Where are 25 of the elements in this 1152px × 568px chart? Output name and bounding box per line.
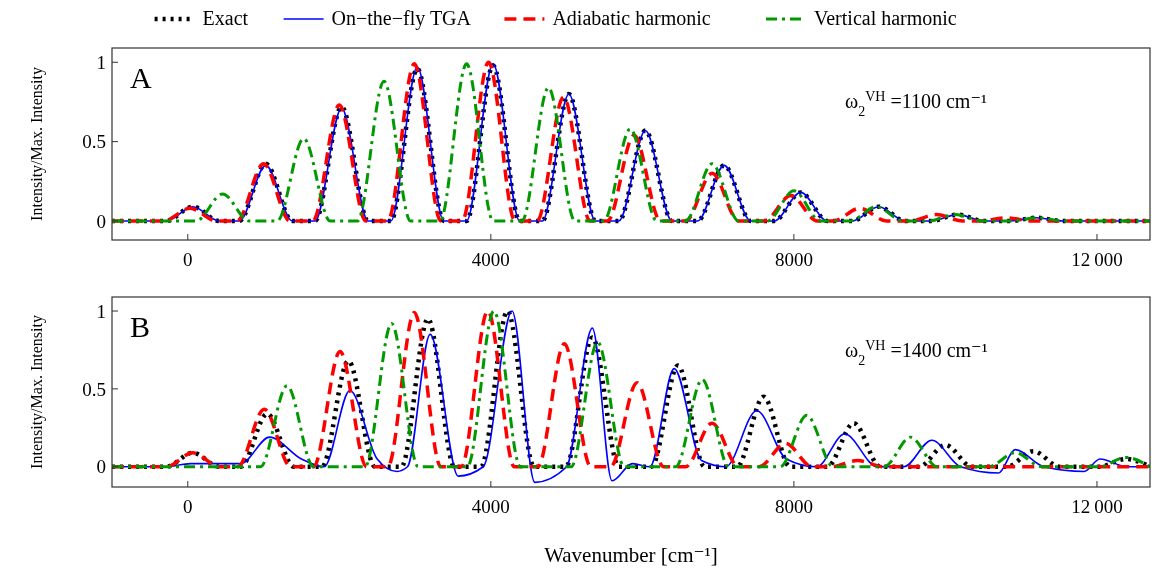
x-tick-label: 4000 [471, 496, 510, 517]
x-tick-label: 0 [183, 249, 193, 270]
y-tick-label: 0.5 [82, 131, 106, 153]
legend-label: On−the−fly TGA [331, 7, 472, 30]
y-tick-label: 0 [96, 456, 106, 478]
x-tick-label: 0 [183, 496, 193, 517]
annotation: ω$_{2}$$^{VH}$ =1100 cm⁻¹ [845, 88, 987, 119]
x-tick-label: 8000 [774, 496, 813, 517]
x-tick-label: 12 000 [1071, 249, 1123, 270]
legend-label: Exact [202, 7, 249, 29]
y-axis-title: Intensity/Max. Intensity [28, 315, 46, 469]
y-axis-title: Intensity/Max. Intensity [28, 67, 46, 221]
legend-label: Adiabatic harmonic [552, 7, 711, 29]
x-tick-label: 12 000 [1071, 496, 1123, 517]
annotation: ω$_{2}$$^{VH}$ =1400 cm⁻¹ [845, 337, 988, 368]
x-tick-label: 4000 [471, 249, 510, 270]
y-tick-label: 0 [96, 210, 106, 232]
x-tick-label: 8000 [774, 249, 813, 270]
chart-title: B [130, 310, 151, 343]
y-tick-label: 1 [96, 300, 106, 322]
x-axis-title: Wavenumber [cm⁻¹] [544, 543, 718, 567]
legend-label: Vertical harmonic [814, 7, 957, 29]
y-tick-label: 0.5 [82, 378, 106, 400]
y-tick-label: 1 [96, 51, 106, 73]
chart-title: A [130, 61, 152, 94]
